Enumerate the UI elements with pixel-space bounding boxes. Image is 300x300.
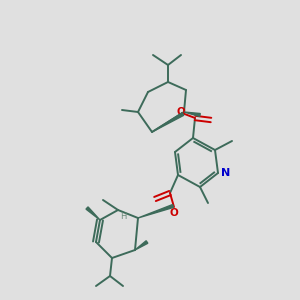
Text: H: H	[120, 212, 126, 221]
Text: N: N	[221, 168, 230, 178]
Polygon shape	[184, 112, 200, 116]
Polygon shape	[138, 205, 173, 218]
Polygon shape	[135, 241, 148, 250]
Text: O: O	[169, 208, 178, 218]
Text: O: O	[177, 107, 185, 117]
Polygon shape	[152, 113, 184, 132]
Polygon shape	[86, 207, 100, 220]
